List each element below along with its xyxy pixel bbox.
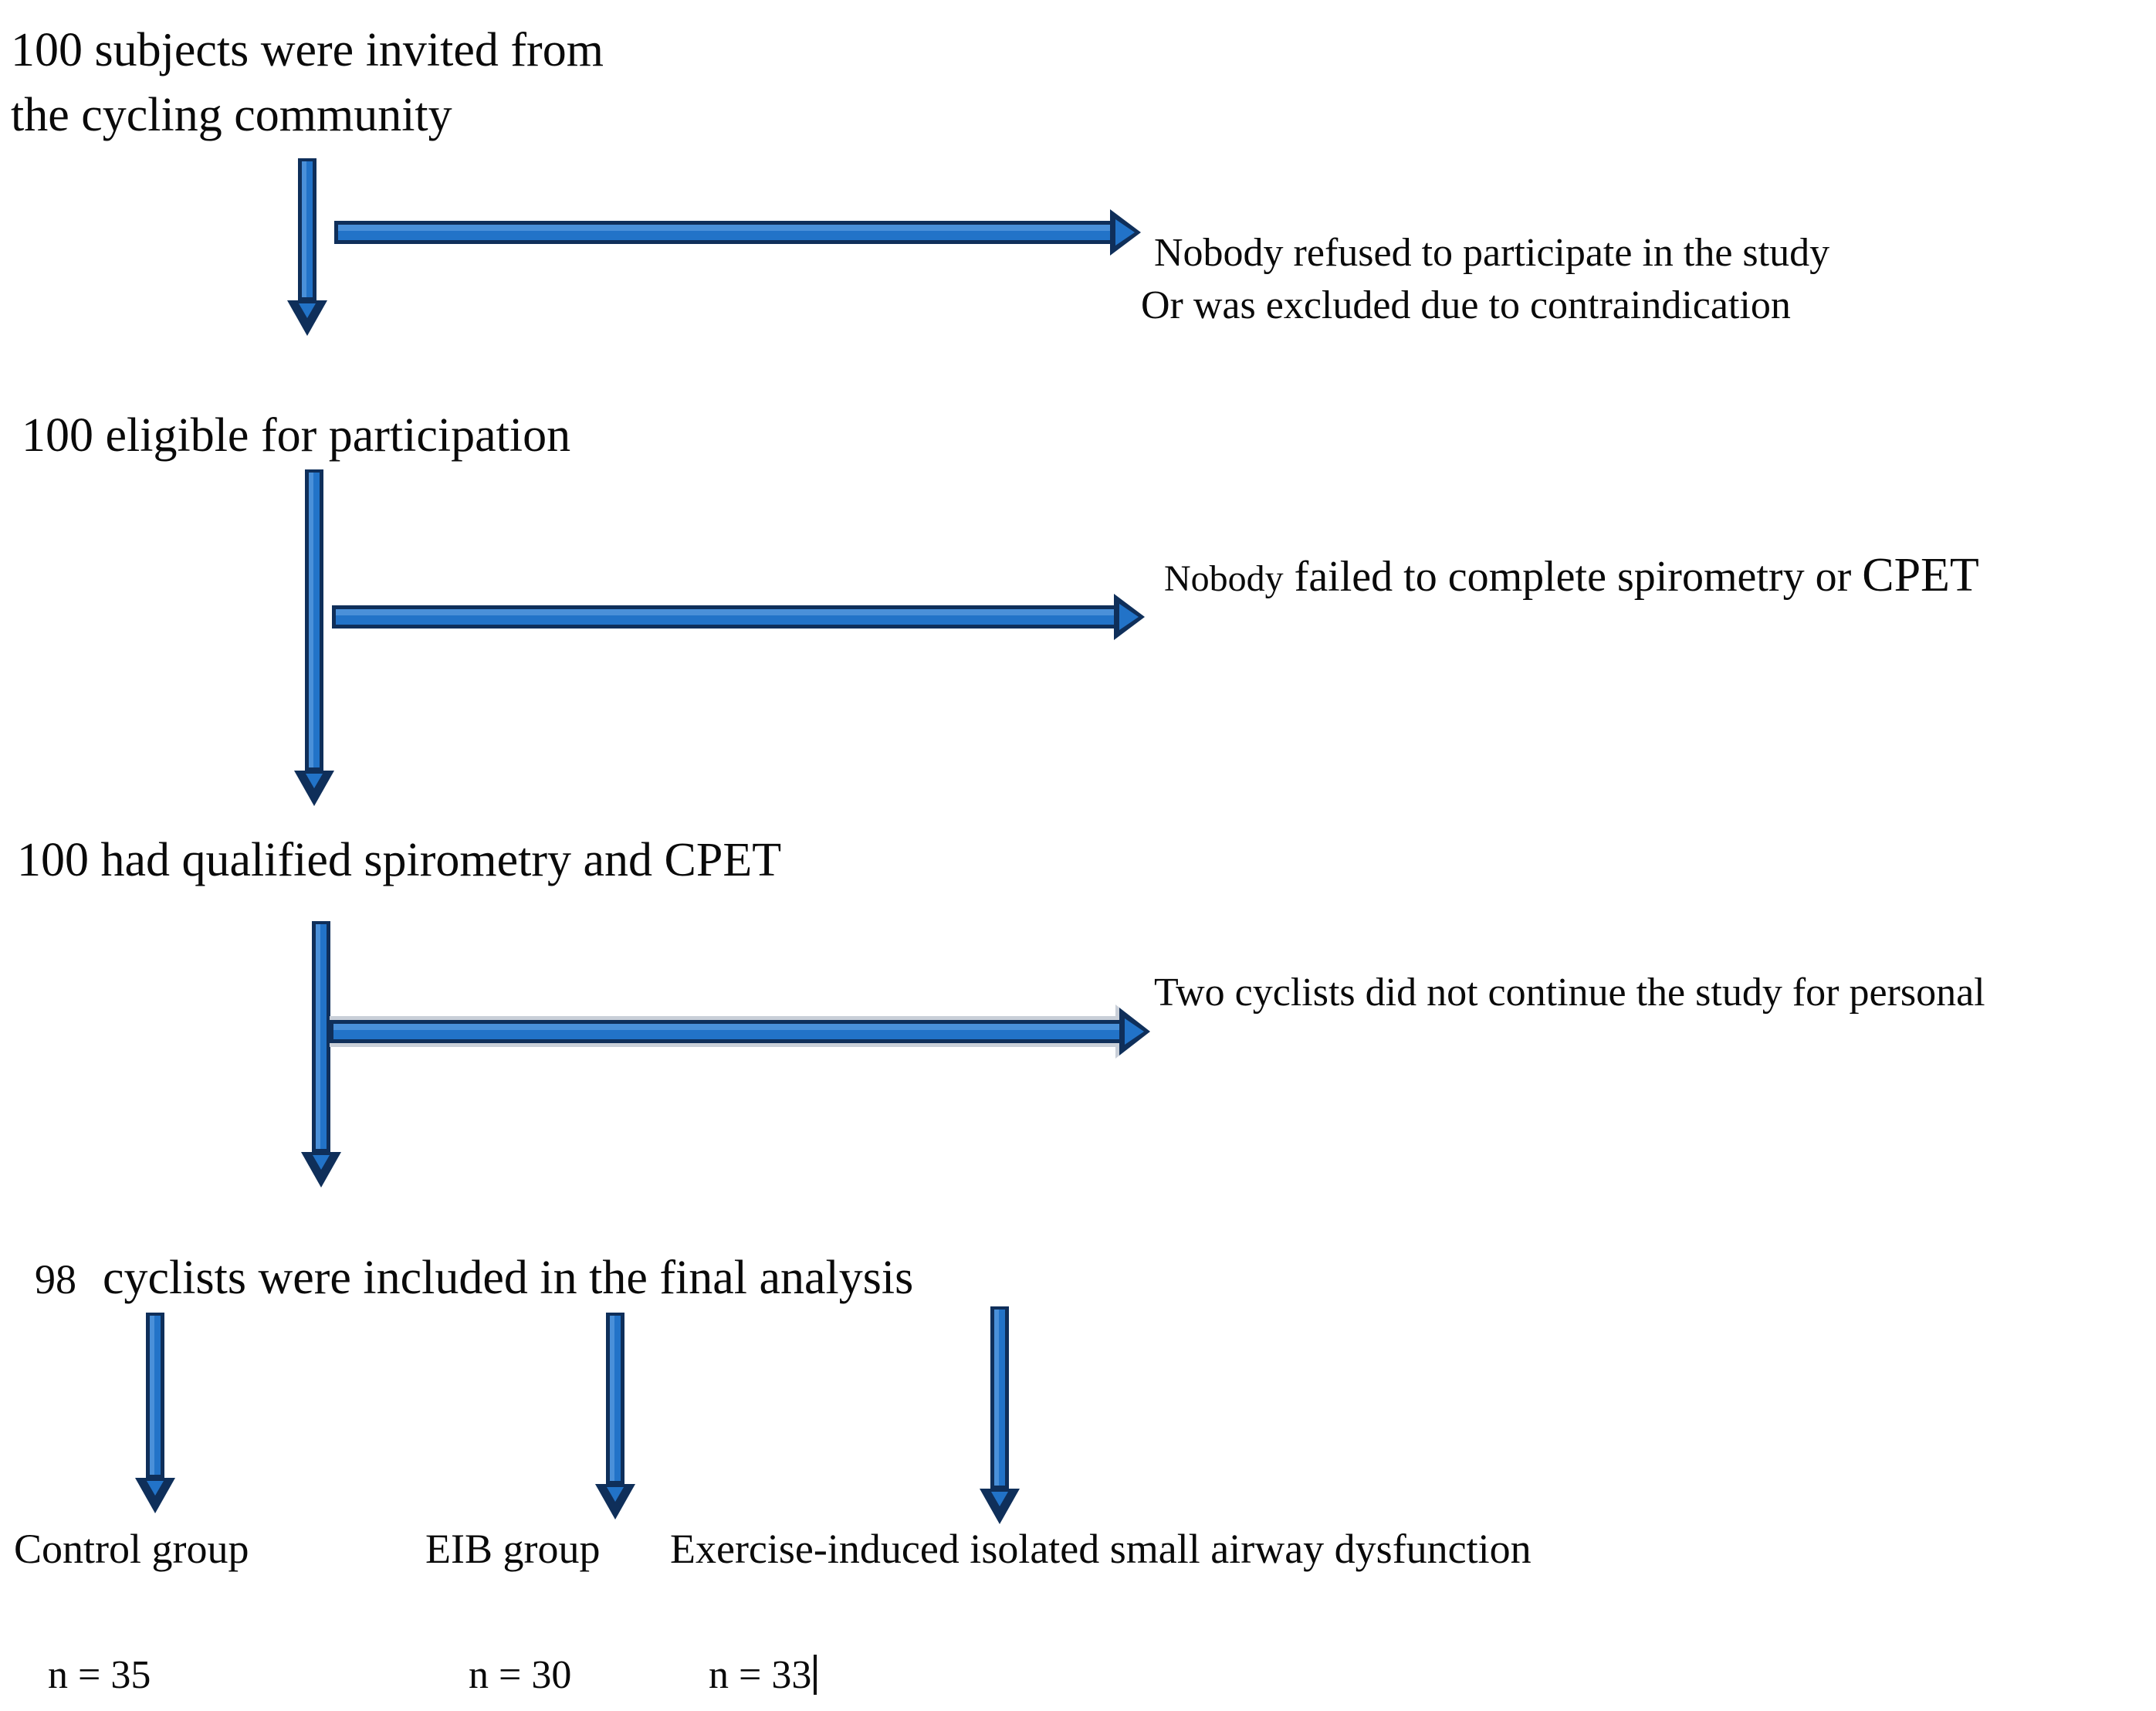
group-label-eib: EIB group <box>425 1526 601 1572</box>
group-label-control: Control group <box>14 1526 249 1572</box>
step-final-analysis: 98 cyclists were included in the final an… <box>35 1245 913 1312</box>
exclusion-note-1: Nobody refused to participate in the stu… <box>1141 227 1830 332</box>
right-arrow-2 <box>332 594 1145 640</box>
down-arrow-small-airway-group <box>980 1306 1020 1524</box>
group-count-control: n = 35 <box>48 1653 151 1697</box>
final-analysis-text: cyclists were included in the final anal… <box>103 1252 914 1304</box>
down-arrow-3 <box>301 921 341 1188</box>
group-count-small-airway-value: n = 33 <box>709 1653 812 1697</box>
exclusion-note-2-suffix: CPET <box>1862 549 1979 601</box>
exclusion-note-1-line1: Nobody refused to participate in the stu… <box>1154 231 1830 275</box>
group-label-small-airway: Exercise-induced isolated small airway d… <box>670 1526 1532 1572</box>
step-eligible: 100 eligible for participation <box>22 409 571 462</box>
exclusion-note-2-prefix: Nobody <box>1164 558 1284 599</box>
exclusion-note-1-line2: Or was excluded due to contraindication <box>1141 283 1791 327</box>
down-arrow-2 <box>294 469 334 806</box>
right-arrow-3 <box>330 1005 1150 1059</box>
group-count-small-airway: n = 33 <box>709 1654 817 1697</box>
down-arrow-control-group <box>135 1313 175 1513</box>
down-arrow-eib-group <box>595 1313 635 1520</box>
step-invited: 100 subjects were invited from the cycli… <box>11 18 604 147</box>
exclusion-note-2-middle: failed to complete spirometry or <box>1283 553 1863 601</box>
step-qualified: 100 had qualified spirometry and CPET <box>17 834 782 886</box>
down-arrow-1 <box>287 158 327 336</box>
final-analysis-count: 98 <box>35 1256 76 1303</box>
exclusion-note-2: Nobody failed to complete spirometry or … <box>1164 549 1979 605</box>
step-invited-line1: 100 subjects were invited from <box>11 24 604 76</box>
group-count-eib: n = 30 <box>469 1653 572 1697</box>
exclusion-note-3: Two cyclists did not continue the study … <box>1154 971 1985 1015</box>
step-invited-line2: the cycling community <box>11 89 452 141</box>
text-cursor <box>814 1655 817 1695</box>
right-arrow-1 <box>334 209 1141 256</box>
